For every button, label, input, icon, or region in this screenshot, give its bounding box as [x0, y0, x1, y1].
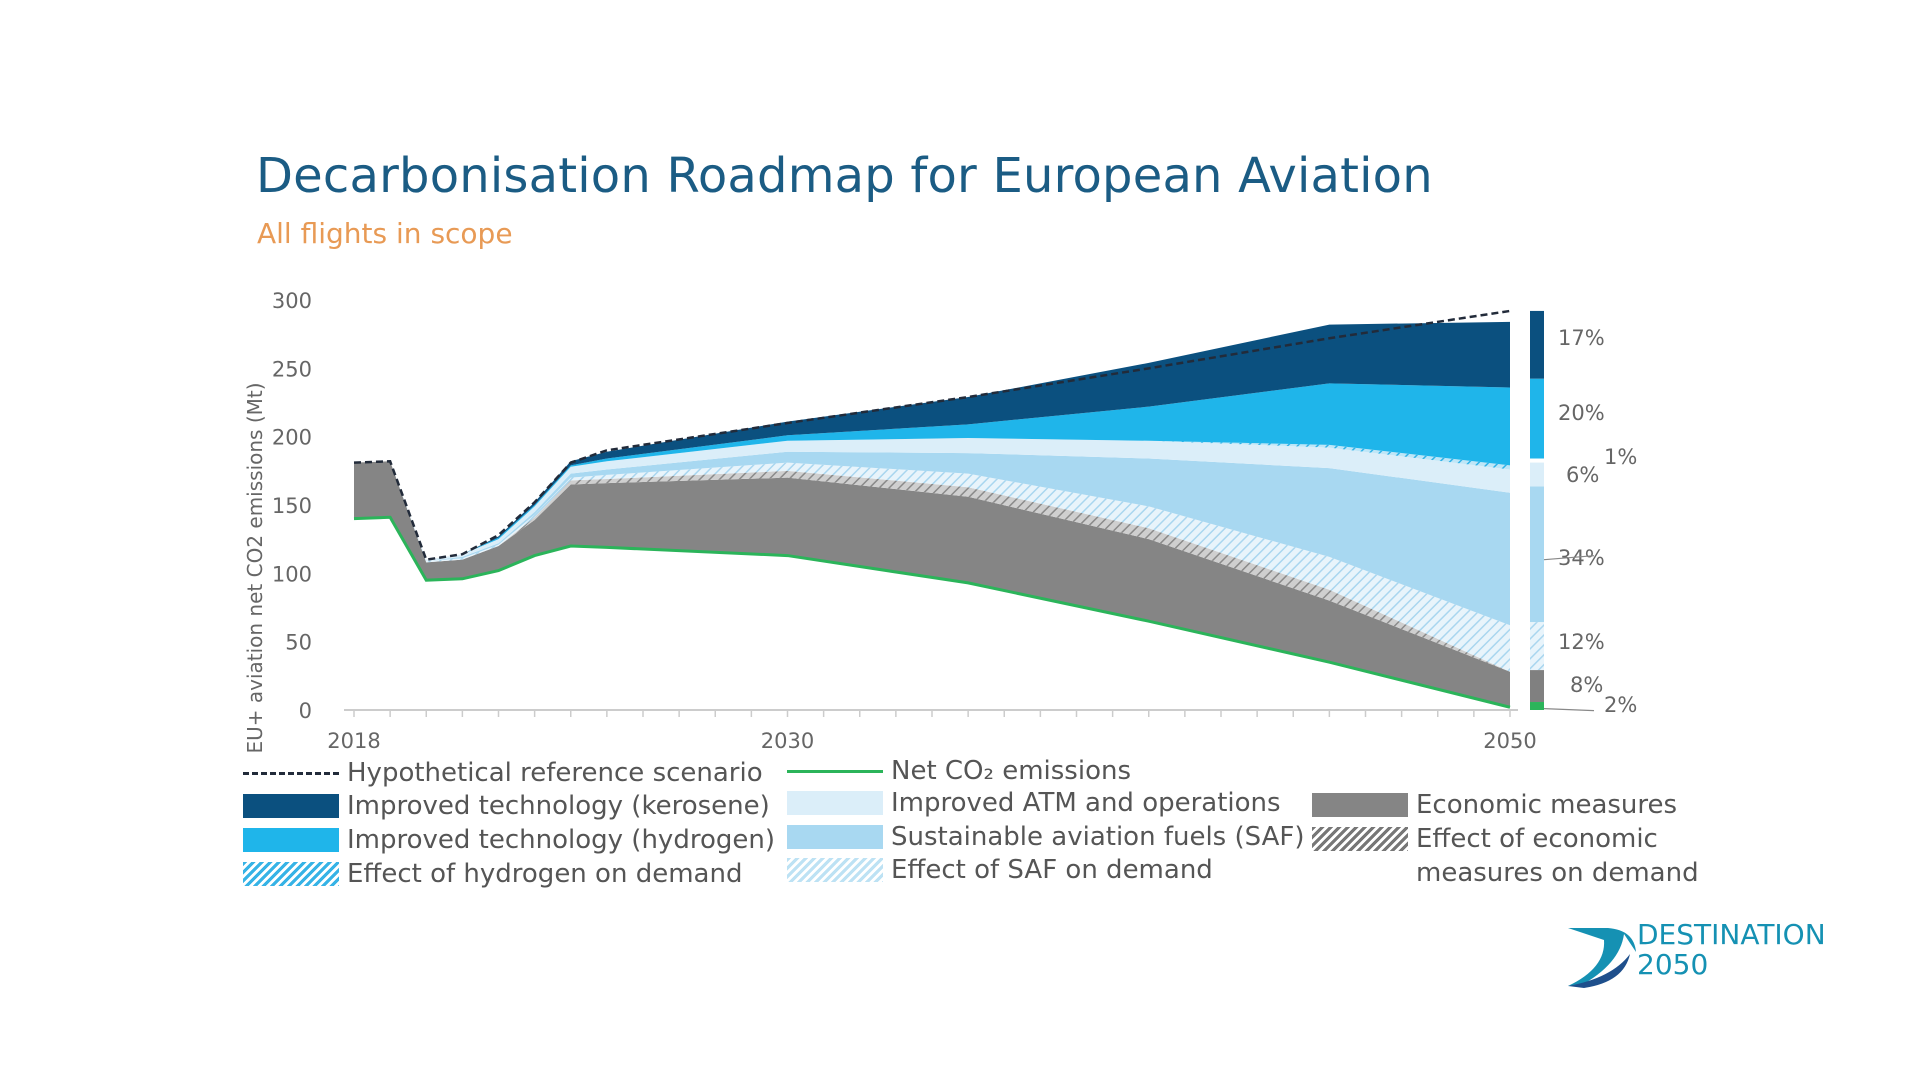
logo-text: DESTINATION 2050 [1637, 920, 1826, 980]
x-tick-label: 2018 [327, 729, 380, 753]
logo-mark-icon [1568, 928, 1636, 986]
legend-label: Effect of hydrogen on demand [347, 859, 743, 889]
legend-label: Economic measures [1416, 790, 1678, 820]
leader-line [1543, 708, 1595, 712]
legend-swatch [1312, 827, 1408, 851]
legend-swatch [787, 858, 883, 882]
x-tick-label: 2030 [761, 729, 814, 753]
logo-line2: 2050 [1637, 948, 1709, 981]
bar-2050-label: 8% [1570, 673, 1603, 697]
legend-swatch [243, 771, 339, 775]
y-axis-label: EU+ aviation net CO2 emissions (Mt) [243, 382, 267, 753]
legend-label: Improved technology (hydrogen) [347, 825, 775, 855]
legend-hydrogen-demand: Effect of hydrogen on demand [243, 859, 742, 889]
area-saf-demand [354, 461, 1510, 672]
bar-2050-label: 12% [1558, 630, 1605, 654]
bar-2050-segment [1530, 458, 1544, 463]
bar-2050-segment [1530, 702, 1544, 710]
legend-economic-demand: Effect of economic [1312, 824, 1658, 854]
bar-2050-segment [1530, 462, 1544, 487]
legend-label: Effect of economic [1416, 824, 1658, 854]
area-kerosene [354, 321, 1510, 560]
legend-label: Effect of SAF on demand [891, 855, 1213, 885]
logo-line1: DESTINATION [1637, 918, 1826, 951]
legend-label: Sustainable aviation fuels (SAF) [891, 822, 1305, 852]
y-tick-label: 200 [272, 426, 312, 450]
legend-swatch [243, 828, 339, 852]
y-tick-label: 150 [272, 494, 312, 518]
legend-label: Net CO₂ emissions [891, 756, 1132, 786]
y-tick-label: 100 [272, 562, 312, 586]
y-tick-label: 250 [272, 357, 312, 381]
chart-lines [353, 309, 1511, 709]
legend-economic: Economic measures [1312, 790, 1677, 820]
bar-2050-label: 6% [1566, 463, 1599, 487]
legend-hydrogen: Improved technology (hydrogen) [243, 825, 775, 855]
legend-label: Improved ATM and operations [891, 788, 1281, 818]
logo-swoosh-icon [1568, 954, 1630, 988]
bar-2050-segment [1530, 670, 1544, 703]
y-tick-label: 300 [272, 289, 312, 313]
bar-2050-label: 2% [1604, 693, 1637, 717]
legend-swatch [787, 791, 883, 815]
area-economic [354, 461, 1510, 708]
legend-kerosene: Improved technology (kerosene) [243, 791, 770, 821]
chart-areas [354, 321, 1510, 708]
legend-saf-demand: Effect of SAF on demand [787, 855, 1213, 885]
area-saf [354, 451, 1510, 626]
legend-label: measures on demand [1416, 858, 1699, 888]
legend-swatch [243, 862, 339, 886]
x-tick-label: 2050 [1483, 729, 1536, 753]
bar-2050-segment [1530, 622, 1544, 671]
chart-axes: 0 50 100 150 200 250 300 2018 2030 2050 [272, 289, 1537, 753]
bar-2050-segment [1530, 310, 1544, 379]
bar-2050: 17%20%1%6%34%12%8%2% [1530, 310, 1637, 717]
bar-2050-segment [1530, 378, 1544, 459]
destination-2050-logo [1568, 928, 1636, 988]
legend-atm: Improved ATM and operations [787, 788, 1281, 818]
chart-subtitle: All flights in scope [257, 217, 513, 250]
legend-swatch [243, 794, 339, 818]
legend-label: Hypothetical reference scenario [347, 758, 763, 788]
area-hydrogen [354, 383, 1510, 560]
legend-reference: Hypothetical reference scenario [243, 758, 763, 788]
legend-economic-demand-line2: measures on demand [1416, 858, 1699, 888]
chart-title: Decarbonisation Roadmap for European Avi… [256, 148, 1433, 204]
leader-line [1543, 555, 1595, 561]
legend-swatch [1312, 793, 1408, 817]
legend-swatch [787, 769, 883, 773]
legend-net: Net CO₂ emissions [787, 756, 1131, 786]
line-net-emissions [353, 515, 1511, 709]
bar-2050-label: 1% [1604, 445, 1637, 469]
bar-2050-label: 17% [1558, 326, 1605, 350]
legend-swatch [787, 825, 883, 849]
y-tick-label: 0 [299, 699, 312, 723]
bar-2050-segment [1530, 486, 1544, 623]
legend-saf: Sustainable aviation fuels (SAF) [787, 822, 1305, 852]
bar-2050-label: 20% [1558, 401, 1605, 425]
y-tick-label: 50 [285, 631, 312, 655]
legend-label: Improved technology (kerosene) [347, 791, 770, 821]
line-reference-scenario [353, 309, 1511, 562]
